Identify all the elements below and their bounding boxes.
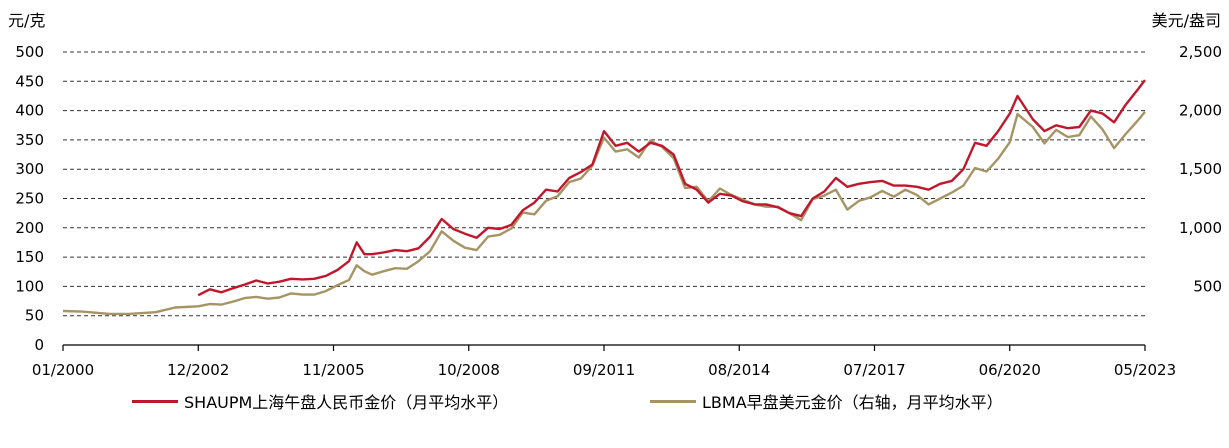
horizontal-gridlines [63,51,1145,317]
left-tick-label: 0 [34,336,44,354]
legend-item-shaupm: SHAUPM上海午盘人民币金价（月平均水平） [132,389,508,413]
legend-label-shaupm: SHAUPM上海午盘人民币金价（月平均水平） [184,393,509,412]
left-tick-label: 500 [15,43,44,61]
left-tick-label: 350 [15,131,44,149]
right-tick-label: 2,000 [1179,102,1222,120]
left-axis-unit: 元/克 [8,11,45,30]
x-tick-label: 01/2000 [32,361,94,379]
series-lines [62,79,1146,316]
x-tick-label: 10/2008 [438,361,500,379]
legend-label-lbma: LBMA早盘美元金价（右轴，月平均水平） [702,393,1003,412]
left-tick-label: 450 [15,72,44,90]
right-axis-unit: 美元/盎司 [1152,11,1221,30]
left-tick-label: 100 [15,277,44,295]
left-tick-label: 400 [15,102,44,120]
x-axis-ticks: 01/2000 12/2002 11/2005 10/2008 09/2011 08/20… [32,345,1176,379]
right-tick-label: 1,500 [1179,160,1222,178]
x-tick-label: 07/2017 [843,361,905,379]
left-tick-label: 300 [15,160,44,178]
legend-swatch-lbma [650,399,696,403]
left-tick-label: 50 [25,307,44,325]
left-y-axis-ticks: 0 50 100 150 200 250 300 350 400 450 500 [15,43,44,354]
series-line-shaupm [197,79,1146,297]
right-tick-label: 1,000 [1179,219,1222,237]
x-tick-label: 12/2002 [167,361,229,379]
legend-item-lbma: LBMA早盘美元金价（右轴，月平均水平） [650,389,1003,413]
x-tick-label: 06/2020 [979,361,1041,379]
chart-legend: SHAUPM上海午盘人民币金价（月平均水平） LBMA早盘美元金价（右轴，月平均… [0,389,1229,419]
left-tick-label: 200 [15,219,44,237]
x-tick-label: 08/2014 [708,361,770,379]
right-tick-label: 500 [1193,277,1222,295]
left-tick-label: 150 [15,248,44,266]
x-tick-label: 09/2011 [573,361,635,379]
x-tick-label: 11/2005 [302,361,364,379]
left-tick-label: 250 [15,190,44,208]
series-line-lbma [62,111,1146,316]
right-y-axis-ticks: 500 1,000 1,500 2,000 2,500 [1179,43,1222,295]
x-tick-label: 05/2023 [1114,361,1176,379]
right-tick-label: 2,500 [1179,43,1222,61]
legend-swatch-shaupm [132,399,178,403]
gold-price-chart: 0 50 100 150 200 250 300 350 400 450 500 500 1,000 1… [8,11,1222,379]
